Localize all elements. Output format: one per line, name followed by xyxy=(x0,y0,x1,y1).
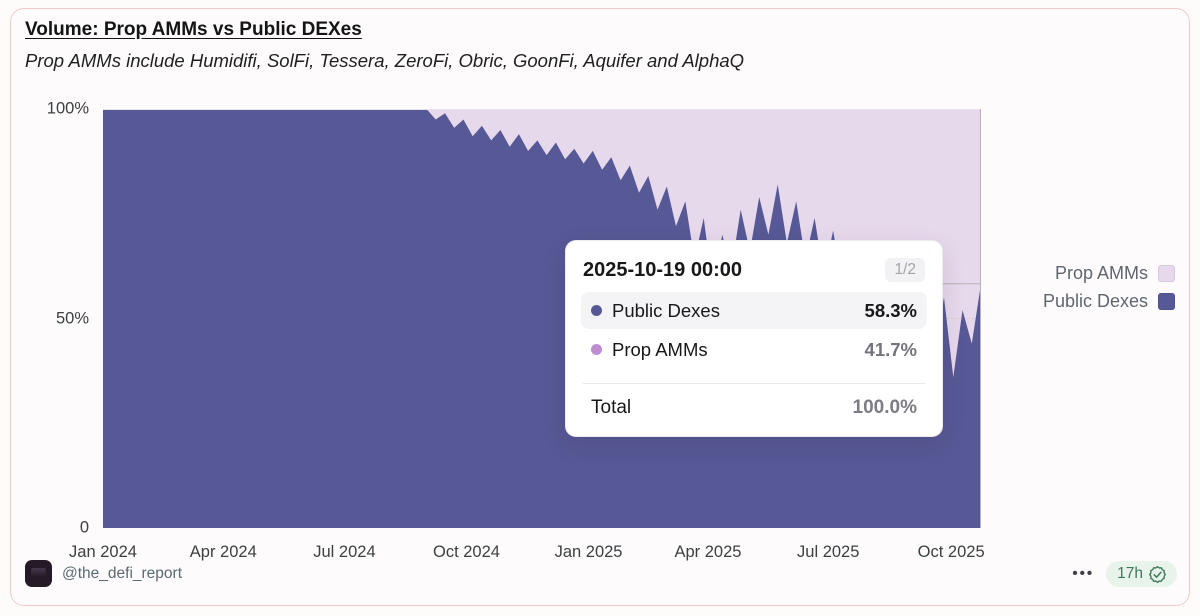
x-tick-label: Jul 2024 xyxy=(313,543,376,561)
legend-item-public-dexes[interactable]: Public Dexes xyxy=(1043,291,1175,312)
tooltip-rows: Public Dexes 58.3% Prop AMMs 41.7% xyxy=(581,292,927,368)
legend-swatch xyxy=(1158,293,1175,310)
legend-swatch xyxy=(1158,265,1175,282)
series-dot xyxy=(591,344,602,355)
tooltip-row: Prop AMMs 41.7% xyxy=(581,331,927,368)
tooltip-series-value: 58.3% xyxy=(864,299,917,321)
tooltip-pagination-badge: 1/2 xyxy=(885,258,925,282)
page-subtitle: Prop AMMs include Humidifi, SolFi, Tesse… xyxy=(25,50,745,71)
timestamp-badge[interactable]: 17h xyxy=(1106,561,1177,587)
x-tick-label: Jul 2025 xyxy=(797,543,860,561)
avatar-logo xyxy=(31,568,46,579)
tooltip-total-value: 100.0% xyxy=(852,397,917,418)
tooltip-total-row: Total 100.0% xyxy=(583,397,925,419)
legend-label: Public Dexes xyxy=(1042,291,1148,311)
avatar xyxy=(25,560,52,587)
footer-meta: ••• 17h xyxy=(1072,560,1177,588)
legend-label: Prop AMMs xyxy=(1054,263,1148,283)
tooltip-header: 2025-10-19 00:00 1/2 xyxy=(583,258,925,282)
x-tick-label: Oct 2024 xyxy=(433,543,500,561)
x-tick-label: Apr 2024 xyxy=(189,543,257,561)
tooltip-series-label: Prop AMMs xyxy=(612,338,708,360)
post-card: Volume: Prop AMMs vs Public DEXes Prop A… xyxy=(10,8,1190,606)
y-tick-label: 0 xyxy=(79,518,89,537)
tooltip-row: Public Dexes 58.3% xyxy=(581,292,927,329)
timestamp-label: 17h xyxy=(1117,565,1143,582)
page-title: Volume: Prop AMMs vs Public DEXes xyxy=(25,19,362,40)
legend-item-prop-amms[interactable]: Prop AMMs xyxy=(1055,263,1175,284)
tooltip-date: 2025-10-19 00:00 xyxy=(583,258,743,281)
legend: Prop AMMs Public Dexes xyxy=(1043,263,1175,312)
x-tick-label: Jan 2024 xyxy=(69,543,137,561)
tooltip-series-value: 41.7% xyxy=(864,338,917,360)
tooltip-total-label: Total xyxy=(591,397,632,418)
x-tick-label: Oct 2025 xyxy=(917,543,985,561)
y-tick-label: 50% xyxy=(55,309,89,327)
series-dot xyxy=(591,305,602,316)
tooltip-series-label: Public Dexes xyxy=(612,299,720,321)
y-axis: 100% 50% 0 xyxy=(25,100,95,537)
x-axis: Jan 2024 Apr 2024 Jul 2024 Oct 2024 Jan 2025… xyxy=(69,539,985,563)
y-tick-label: 100% xyxy=(46,99,89,118)
x-tick-label: Apr 2025 xyxy=(674,543,742,561)
more-options-button[interactable]: ••• xyxy=(1072,565,1095,582)
account-handle: @the_defi_report xyxy=(62,564,183,582)
verified-icon xyxy=(1149,565,1166,583)
tooltip-divider xyxy=(583,383,925,384)
footer-account: @the_defi_report xyxy=(25,560,182,587)
x-tick-label: Jan 2025 xyxy=(554,543,623,561)
tooltip: 2025-10-19 00:00 1/2 Public Dexes 58.3% Pr… xyxy=(566,241,942,436)
